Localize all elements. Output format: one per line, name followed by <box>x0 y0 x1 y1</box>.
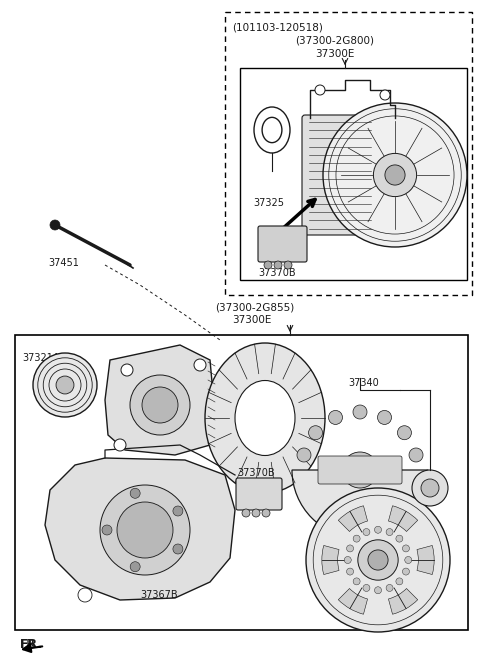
Circle shape <box>353 578 360 585</box>
Circle shape <box>121 364 133 376</box>
Circle shape <box>274 261 282 269</box>
Circle shape <box>130 561 140 572</box>
Ellipse shape <box>205 343 325 493</box>
Circle shape <box>347 568 354 575</box>
Circle shape <box>100 485 190 575</box>
Text: 37300E: 37300E <box>232 315 271 325</box>
Circle shape <box>396 535 403 542</box>
FancyBboxPatch shape <box>236 478 282 510</box>
Circle shape <box>380 90 390 100</box>
Circle shape <box>262 509 270 517</box>
Text: (101103-120518): (101103-120518) <box>232 22 323 32</box>
Text: 37340: 37340 <box>348 378 379 388</box>
Circle shape <box>374 587 382 594</box>
Circle shape <box>56 376 74 394</box>
Circle shape <box>78 588 92 602</box>
Circle shape <box>409 448 423 462</box>
Circle shape <box>421 479 439 497</box>
Circle shape <box>102 525 112 535</box>
FancyBboxPatch shape <box>258 226 307 262</box>
Wedge shape <box>338 589 368 614</box>
FancyBboxPatch shape <box>302 115 378 235</box>
Circle shape <box>374 526 382 534</box>
Text: 37300E: 37300E <box>315 49 354 59</box>
Circle shape <box>377 410 392 424</box>
Circle shape <box>402 568 409 575</box>
Circle shape <box>373 154 417 197</box>
Circle shape <box>252 509 260 517</box>
Ellipse shape <box>235 381 295 455</box>
Circle shape <box>306 488 450 632</box>
Circle shape <box>114 439 126 451</box>
Wedge shape <box>338 506 368 532</box>
Text: 37325: 37325 <box>253 198 284 208</box>
Wedge shape <box>388 589 418 614</box>
Text: FR.: FR. <box>20 638 39 651</box>
Text: FR.: FR. <box>20 638 43 651</box>
Wedge shape <box>388 506 418 532</box>
Circle shape <box>284 261 292 269</box>
Bar <box>240 68 467 280</box>
Circle shape <box>309 426 323 440</box>
Text: 37321A: 37321A <box>22 353 60 363</box>
Text: 37367B: 37367B <box>140 590 178 600</box>
Text: (37300-2G855): (37300-2G855) <box>215 302 294 312</box>
Circle shape <box>347 545 354 552</box>
Circle shape <box>386 528 393 536</box>
Circle shape <box>130 489 140 498</box>
Bar <box>15 335 468 630</box>
Circle shape <box>363 528 370 536</box>
Circle shape <box>297 448 311 462</box>
Circle shape <box>342 452 378 488</box>
Wedge shape <box>322 545 339 575</box>
Circle shape <box>353 535 360 542</box>
Circle shape <box>173 544 183 554</box>
Circle shape <box>173 506 183 516</box>
Circle shape <box>385 165 405 185</box>
Circle shape <box>50 220 60 230</box>
FancyBboxPatch shape <box>318 456 402 484</box>
Text: 37451: 37451 <box>48 258 79 268</box>
Wedge shape <box>417 545 434 575</box>
Circle shape <box>323 103 467 247</box>
Circle shape <box>402 545 409 552</box>
Circle shape <box>315 85 325 95</box>
Circle shape <box>397 426 411 440</box>
Circle shape <box>405 557 412 563</box>
Bar <box>225 12 472 295</box>
Circle shape <box>142 387 178 423</box>
Wedge shape <box>292 470 428 538</box>
Text: (37300-2G800): (37300-2G800) <box>295 35 374 45</box>
Polygon shape <box>105 345 215 455</box>
Circle shape <box>194 359 206 371</box>
Circle shape <box>396 578 403 585</box>
Circle shape <box>363 585 370 591</box>
Text: 37370B: 37370B <box>237 468 275 478</box>
Circle shape <box>353 405 367 419</box>
Text: 37370B: 37370B <box>258 268 296 278</box>
Circle shape <box>412 470 448 506</box>
Circle shape <box>242 509 250 517</box>
Circle shape <box>117 502 173 558</box>
Circle shape <box>264 261 272 269</box>
Circle shape <box>344 557 351 563</box>
Circle shape <box>328 410 343 424</box>
Circle shape <box>130 375 190 435</box>
Polygon shape <box>45 458 235 600</box>
Circle shape <box>368 550 388 570</box>
Circle shape <box>358 540 398 580</box>
Circle shape <box>33 353 97 417</box>
Circle shape <box>386 585 393 591</box>
